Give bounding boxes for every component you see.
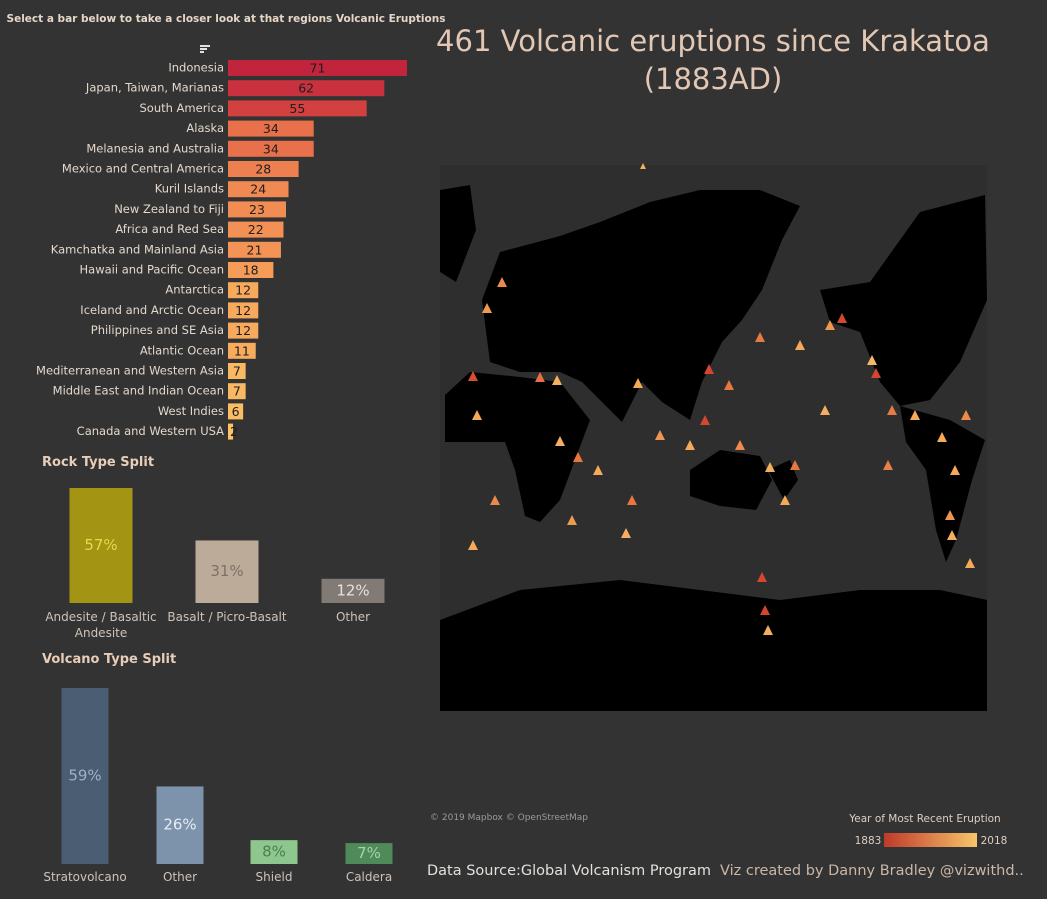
map xyxy=(440,163,987,711)
data-label: 62 xyxy=(298,81,314,96)
bar[interactable] xyxy=(195,540,259,603)
data-label: 23 xyxy=(249,202,265,217)
data-label: 12 xyxy=(235,323,251,338)
bar[interactable] xyxy=(156,786,204,864)
data-label: 7% xyxy=(357,844,381,862)
y-tick-label: Africa and Red Sea xyxy=(115,222,224,236)
dashboard-title: 461 Volcanic eruptions since Krakatoa (1… xyxy=(436,24,990,96)
y-tick-label: New Zealand to Fiji xyxy=(114,202,224,216)
x-tick-label: Basalt / Picro-Basalt xyxy=(167,610,287,624)
data-label: 6 xyxy=(232,404,240,419)
x-tick-label: Caldera xyxy=(345,870,393,884)
x-tick-label: Shield xyxy=(255,870,293,884)
x-tick-label: Andesite / Basaltic Andesite xyxy=(45,610,157,640)
bar[interactable] xyxy=(228,60,407,76)
data-label: 24 xyxy=(250,182,266,197)
map-credit: © 2019 Mapbox © OpenStreetMap xyxy=(430,813,588,823)
x-tick-label: Other xyxy=(335,610,371,624)
data-label: 8% xyxy=(262,843,286,861)
data-label: 2 xyxy=(230,424,238,439)
bar[interactable] xyxy=(228,423,234,440)
y-tick-label: Middle East and Indian Ocean xyxy=(53,384,224,398)
data-label: 28 xyxy=(255,162,271,177)
bar[interactable] xyxy=(228,383,246,400)
volcano-markers xyxy=(468,163,975,635)
y-tick-label: Canada and Western USA xyxy=(77,424,224,438)
data-label: 21 xyxy=(247,242,263,257)
bar[interactable] xyxy=(228,302,259,319)
bar[interactable] xyxy=(228,221,284,238)
bar[interactable] xyxy=(228,262,274,278)
legend-gradient xyxy=(884,833,977,847)
bar[interactable] xyxy=(228,201,286,218)
bar[interactable] xyxy=(228,363,246,379)
y-tick-label: Japan, Taiwan, Marianas xyxy=(85,81,224,95)
bar[interactable] xyxy=(250,840,298,864)
bar[interactable] xyxy=(228,342,256,359)
y-tick-label: Philippines and SE Asia xyxy=(91,323,224,337)
data-label: 26% xyxy=(163,816,196,834)
bar[interactable] xyxy=(228,120,314,137)
bar[interactable] xyxy=(228,100,367,117)
data-label: 18 xyxy=(243,263,259,278)
y-tick-label: Alaska xyxy=(186,121,224,135)
data-label: 57% xyxy=(84,536,117,554)
land xyxy=(440,185,987,711)
y-tick-label: Indonesia xyxy=(168,61,224,75)
data-label: 34 xyxy=(263,141,279,156)
x-tick-label: Other xyxy=(162,870,198,884)
data-label: 71 xyxy=(310,61,326,76)
bar[interactable] xyxy=(228,282,259,299)
bar[interactable] xyxy=(228,403,244,420)
instruction: Select a bar below to take a closer look… xyxy=(6,13,446,25)
legend-max: 2018 xyxy=(981,835,1008,847)
y-tick-label: Mexico and Central America xyxy=(62,162,224,176)
bar[interactable] xyxy=(228,322,259,339)
bar[interactable] xyxy=(228,161,299,177)
data-label: 22 xyxy=(248,222,264,237)
data-label: 55 xyxy=(289,101,305,116)
bar[interactable] xyxy=(345,843,393,864)
data-source: Data Source:Global Volcanism Program xyxy=(427,863,712,879)
author-credit: Viz created by Danny Bradley @vizwithd.. xyxy=(720,863,1024,879)
data-label: 11 xyxy=(234,343,250,358)
y-tick-label: South America xyxy=(139,101,224,115)
section-title: Volcano Type Split xyxy=(42,652,177,667)
y-tick-label: Kamchatka and Mainland Asia xyxy=(51,242,224,256)
bar[interactable] xyxy=(228,241,281,258)
y-tick-label: Atlantic Ocean xyxy=(140,343,224,357)
data-label: 7 xyxy=(233,364,241,379)
y-tick-label: West Indies xyxy=(158,404,224,418)
x-tick-label: Stratovolcano xyxy=(43,870,127,884)
bar[interactable] xyxy=(321,578,385,603)
bar[interactable] xyxy=(61,688,109,864)
legend-title: Year of Most Recent Eruption xyxy=(849,813,1001,825)
data-label: 12% xyxy=(336,581,369,599)
bar[interactable] xyxy=(228,140,314,157)
data-label: 12 xyxy=(235,303,251,318)
data-label: 34 xyxy=(263,121,279,136)
y-tick-label: Iceland and Arctic Ocean xyxy=(80,303,224,317)
bar[interactable] xyxy=(228,181,289,198)
data-label: 59% xyxy=(68,767,101,785)
y-tick-label: Mediterranean and Western Asia xyxy=(36,364,224,378)
legend-min: 1883 xyxy=(855,835,882,847)
data-label: 7 xyxy=(233,384,241,399)
y-tick-label: Antarctica xyxy=(165,283,224,297)
y-tick-label: Hawaii and Pacific Ocean xyxy=(80,263,224,277)
y-tick-label: Melanesia and Australia xyxy=(86,141,224,155)
y-tick-label: Kuril Islands xyxy=(155,182,224,196)
section-title: Rock Type Split xyxy=(42,455,155,470)
bar[interactable] xyxy=(69,488,133,603)
filter-icon xyxy=(200,45,210,53)
data-label: 31% xyxy=(210,562,243,580)
data-label: 12 xyxy=(235,283,251,298)
bar[interactable] xyxy=(228,80,385,97)
